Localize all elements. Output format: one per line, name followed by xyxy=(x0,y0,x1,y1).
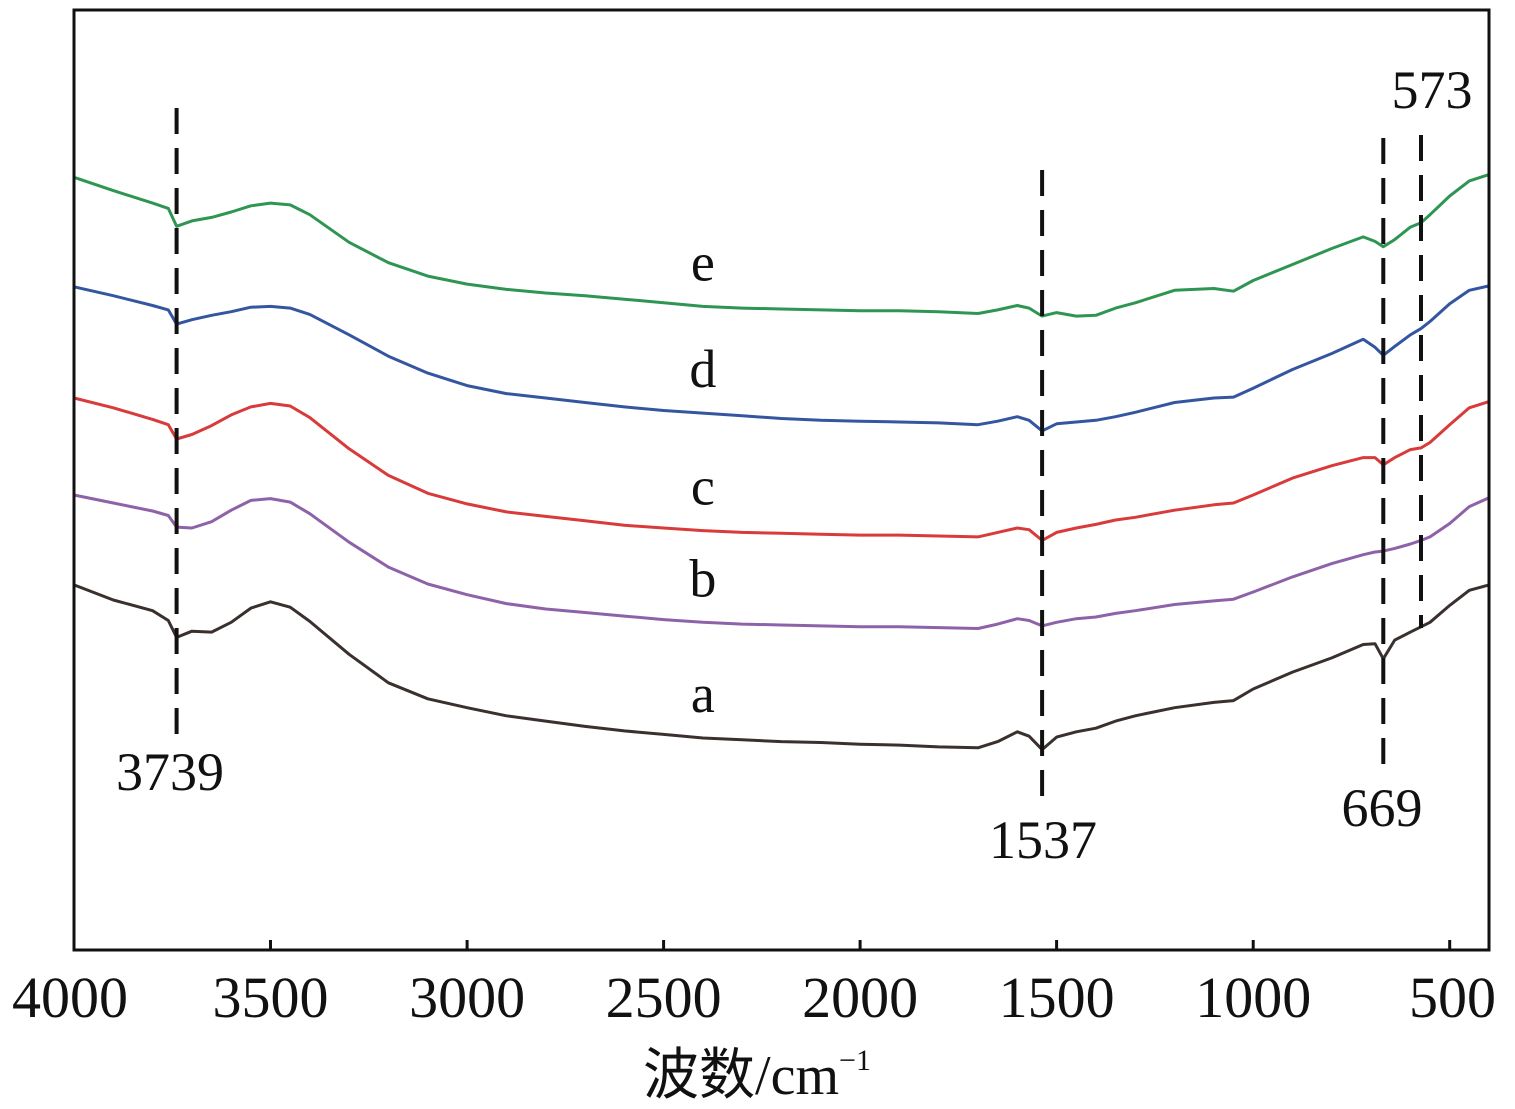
series-label-e: e xyxy=(691,232,715,292)
marker-label-669: 669 xyxy=(1342,778,1423,838)
x-axis-ticks: 4000 3500 3000 2500 2000 1500 1000 500 xyxy=(12,940,1496,1030)
series-label-b: b xyxy=(689,548,716,608)
series-line-d xyxy=(73,284,1490,433)
x-tick-label-2000: 2000 xyxy=(802,965,918,1030)
series-label-d: d xyxy=(689,339,716,399)
series-line-b xyxy=(73,493,1490,630)
plot-frame xyxy=(72,8,1491,952)
x-tick-label-3500: 3500 xyxy=(213,965,329,1030)
series-label-c: c xyxy=(691,457,715,517)
x-tick-label-2500: 2500 xyxy=(606,965,722,1030)
series-label-a: a xyxy=(691,664,715,724)
annotation-layer: 3739 1537 669 573 xyxy=(116,60,1473,870)
x-tick-label-1000: 1000 xyxy=(1195,965,1311,1030)
marker-label-573: 573 xyxy=(1392,60,1473,120)
series-line-e xyxy=(73,173,1490,318)
x-axis-title-main: 波数/cm xyxy=(643,1045,839,1107)
series-line-c xyxy=(73,396,1490,542)
series-line-a xyxy=(73,583,1490,752)
x-tick-label-3000: 3000 xyxy=(409,965,525,1030)
x-tick-label-4000: 4000 xyxy=(12,965,128,1030)
marker-label-1537: 1537 xyxy=(989,810,1097,870)
x-tick-label-1500: 1500 xyxy=(999,965,1115,1030)
x-axis-title: 波数/cm−1 xyxy=(643,1044,871,1107)
x-tick-label-500: 500 xyxy=(1409,965,1496,1030)
x-axis-title-superscript: −1 xyxy=(839,1044,871,1077)
marker-label-3739: 3739 xyxy=(116,742,224,802)
